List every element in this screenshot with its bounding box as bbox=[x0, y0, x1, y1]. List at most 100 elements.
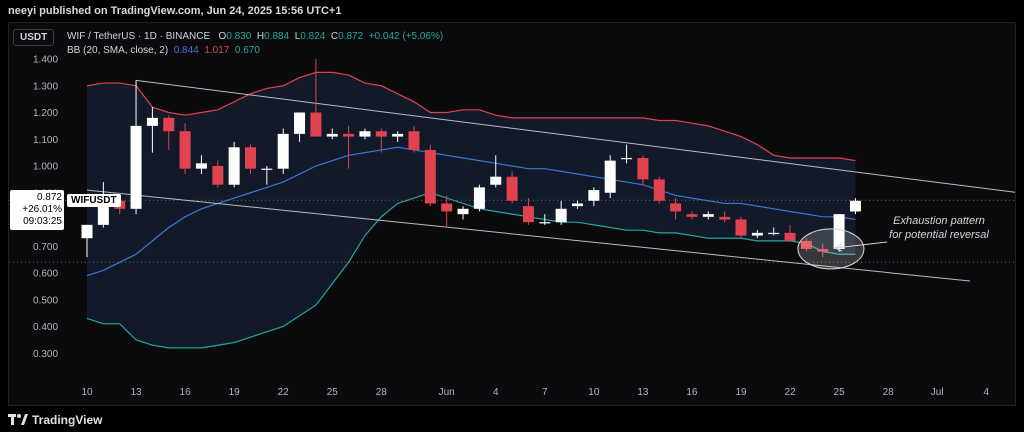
candle bbox=[81, 224, 93, 257]
candle bbox=[800, 238, 812, 252]
bb-basis-value: 0.844 bbox=[173, 45, 199, 56]
candle-body bbox=[719, 216, 731, 220]
low-value: 0.824 bbox=[300, 31, 326, 42]
bb-legend: BB (20, SMA, close, 2) 0.844 1.017 0.670 bbox=[67, 45, 260, 56]
candle bbox=[817, 243, 829, 257]
candle-body bbox=[97, 200, 109, 225]
y-axis-tick-label: 1.200 bbox=[33, 108, 58, 119]
x-axis-tick-label: 22 bbox=[278, 387, 290, 398]
annotation-arrow bbox=[834, 241, 888, 249]
candle bbox=[310, 59, 322, 137]
x-axis-tick-label: Jun bbox=[439, 387, 455, 398]
x-axis-tick-label: 13 bbox=[637, 387, 649, 398]
candle bbox=[326, 128, 338, 140]
candle bbox=[686, 211, 698, 220]
x-axis-tick-label: 22 bbox=[784, 387, 796, 398]
candle-body bbox=[81, 224, 93, 239]
bb-lower-line bbox=[86, 192, 856, 349]
lower-trendline bbox=[86, 189, 970, 282]
candle bbox=[424, 144, 436, 207]
candle bbox=[768, 227, 780, 236]
candle-body bbox=[277, 133, 289, 169]
current-price: 0.872 bbox=[36, 192, 62, 203]
candle bbox=[555, 200, 567, 225]
candle-body bbox=[604, 160, 616, 193]
candle-body bbox=[800, 240, 812, 249]
candle-body bbox=[130, 125, 142, 209]
candle-body bbox=[408, 131, 420, 150]
symbol-legend: WIF / TetherUS · 1D · BINANCE O0.830 H0.… bbox=[67, 31, 443, 42]
candle bbox=[261, 166, 273, 185]
candle-body bbox=[833, 214, 845, 249]
y-axis-tick-label: 1.300 bbox=[33, 81, 58, 92]
candle bbox=[621, 144, 633, 164]
candle-body bbox=[735, 219, 747, 236]
candlestick-chart[interactable]: 1.4001.3001.2001.1001.0000.9000.8000.700… bbox=[9, 23, 1015, 405]
x-axis-tick-label: 16 bbox=[180, 387, 192, 398]
candle-body bbox=[588, 190, 600, 201]
y-axis-tick-label: 0.500 bbox=[33, 295, 58, 306]
close-value: 0.872 bbox=[338, 31, 364, 42]
candle-body bbox=[817, 248, 829, 252]
candle bbox=[457, 206, 469, 220]
candle bbox=[408, 125, 420, 153]
bb-label: BB (20, SMA, close, 2) bbox=[67, 45, 169, 56]
candle bbox=[784, 224, 796, 241]
candle bbox=[392, 131, 404, 142]
y-axis-tick-label: 1.400 bbox=[33, 55, 58, 66]
candle-body bbox=[653, 179, 665, 201]
candle-body bbox=[539, 222, 551, 224]
currency-button[interactable]: USDT bbox=[13, 29, 55, 46]
candle bbox=[212, 160, 224, 188]
annotation-line-1: Exhaustion pattern bbox=[893, 215, 985, 227]
candle bbox=[604, 155, 616, 199]
candle-body bbox=[375, 131, 387, 137]
candle bbox=[146, 107, 158, 153]
candle bbox=[588, 187, 600, 207]
x-axis-tick-label: 28 bbox=[883, 387, 895, 398]
candle bbox=[751, 230, 763, 239]
price-badge: 0.872 +26.01% 09:03:25 bbox=[10, 190, 64, 230]
candle-body bbox=[424, 149, 436, 204]
symbol-name: WIF / TetherUS · 1D · BINANCE bbox=[67, 31, 211, 42]
symbol-label: WIFUSDT bbox=[67, 194, 121, 207]
bb-basis-line bbox=[86, 146, 856, 277]
price-change-percent: +26.01% bbox=[22, 204, 62, 215]
candle bbox=[637, 155, 649, 185]
x-axis-tick-label: 16 bbox=[686, 387, 698, 398]
bb-upper-value: 1.017 bbox=[204, 45, 230, 56]
candle-body bbox=[572, 203, 583, 207]
candle-body bbox=[179, 131, 191, 169]
x-axis-tick-label: 10 bbox=[81, 387, 93, 398]
x-axis-tick-label: 4 bbox=[983, 387, 989, 398]
candle-body bbox=[849, 200, 861, 212]
candle bbox=[294, 112, 306, 142]
annotation-arrow-head bbox=[833, 243, 843, 252]
high-value: 0.884 bbox=[264, 31, 290, 42]
candle-body bbox=[751, 232, 763, 236]
y-axis-tick-label: 1.000 bbox=[33, 162, 58, 173]
candle-body bbox=[555, 208, 567, 223]
chart-area[interactable]: 1.4001.3001.2001.1001.0000.9000.8000.700… bbox=[8, 22, 1016, 406]
candle bbox=[653, 176, 665, 204]
candle bbox=[130, 80, 142, 215]
candle-body bbox=[506, 176, 518, 201]
candle-body bbox=[146, 117, 158, 126]
x-axis-tick-label: 19 bbox=[229, 387, 241, 398]
candle bbox=[343, 125, 355, 169]
x-axis-tick-label: 10 bbox=[588, 387, 600, 398]
candle bbox=[359, 128, 371, 140]
candle-body bbox=[359, 131, 371, 137]
tradingview-logo: TradingView bbox=[8, 413, 102, 427]
y-axis-tick-label: 0.600 bbox=[33, 269, 58, 280]
y-axis-tick-label: 0.300 bbox=[33, 349, 58, 360]
candle-body bbox=[212, 166, 224, 185]
tradingview-logo-icon bbox=[8, 414, 28, 425]
open-label: O bbox=[218, 31, 227, 42]
bb-lower-value: 0.670 bbox=[234, 45, 260, 56]
x-axis-tick-label: Jul bbox=[931, 387, 944, 398]
candle bbox=[506, 171, 518, 204]
bb-upper-line bbox=[86, 71, 856, 162]
footer: TradingView bbox=[0, 406, 1024, 432]
candle-body bbox=[441, 203, 453, 212]
